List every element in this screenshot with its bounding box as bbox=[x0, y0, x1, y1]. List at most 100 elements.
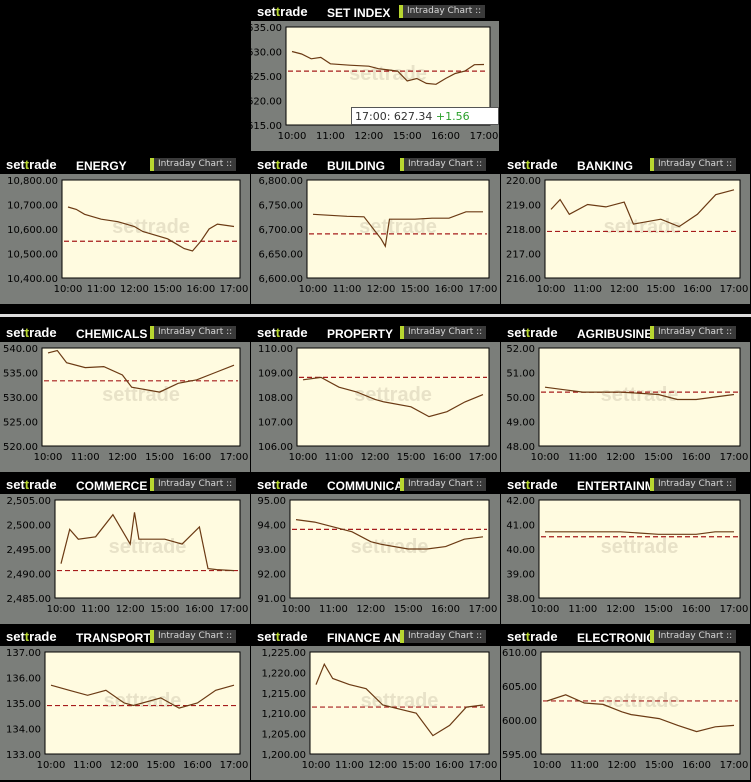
x-tick-label: 10:00 bbox=[533, 760, 562, 771]
sector-title: BANKING bbox=[577, 159, 633, 173]
sector-title: BUILDING bbox=[327, 159, 385, 173]
settrade-logo: settrade bbox=[6, 325, 57, 340]
y-tick-label: 136.00 bbox=[6, 674, 41, 685]
plot-area bbox=[540, 651, 741, 755]
panel-commerce: settrade COMMERCE Intraday Chart :: settrad… bbox=[0, 476, 250, 624]
x-tick-label: 10:00 bbox=[54, 284, 83, 295]
x-tick-label: 17:00 bbox=[469, 284, 498, 295]
x-tick-label: 12:00 bbox=[354, 131, 383, 142]
index-line bbox=[47, 349, 235, 393]
settrade-logo: settrade bbox=[257, 629, 308, 644]
y-tick-label: 1,225.00 bbox=[261, 648, 306, 659]
x-tick-label: 12:00 bbox=[610, 284, 639, 295]
intraday-chart-link[interactable]: Intraday Chart :: bbox=[650, 326, 737, 339]
y-tick-label: 610.00 bbox=[502, 648, 537, 659]
x-tick-label: 16:00 bbox=[433, 452, 462, 463]
settrade-logo: settrade bbox=[257, 157, 308, 172]
x-tick-label: 10:00 bbox=[282, 604, 311, 615]
y-tick-label: 2,485.00 bbox=[6, 594, 51, 605]
x-tick-label: 10:00 bbox=[531, 452, 560, 463]
y-tick-label: 41.00 bbox=[506, 521, 535, 532]
price-tooltip: 17:00: 627.34 +1.56 bbox=[351, 107, 499, 125]
x-tick-label: 12:00 bbox=[120, 284, 149, 295]
y-tick-label: 1,200.00 bbox=[261, 750, 306, 761]
y-tick-label: 10,500.00 bbox=[7, 250, 58, 261]
y-tick-label: 217.00 bbox=[506, 250, 541, 261]
intraday-chart-link[interactable]: Intraday Chart :: bbox=[399, 5, 486, 18]
index-line bbox=[50, 684, 235, 709]
panel-header: settrade ENERGY Intraday Chart :: bbox=[0, 156, 250, 174]
panel-header: settrade SET INDEX Intraday Chart :: bbox=[251, 3, 499, 21]
x-tick-label: 15:00 bbox=[150, 604, 179, 615]
y-tick-label: 10,800.00 bbox=[7, 176, 58, 187]
x-tick-label: 15:00 bbox=[153, 284, 182, 295]
intraday-chart-link[interactable]: Intraday Chart :: bbox=[400, 630, 487, 643]
y-tick-label: 93.00 bbox=[257, 545, 286, 556]
panel-banking: settrade BANKING Intraday Chart :: settrade… bbox=[501, 156, 750, 304]
plot-area bbox=[306, 179, 490, 279]
x-tick-label: 16:00 bbox=[682, 760, 711, 771]
x-tick-label: 12:00 bbox=[606, 452, 635, 463]
x-tick-label: 17:00 bbox=[720, 284, 749, 295]
y-tick-label: 95.00 bbox=[257, 496, 286, 507]
y-tick-label: 1,220.00 bbox=[261, 668, 306, 679]
panel-header: settrade ENTERTAINMENT Intraday Chart :: bbox=[501, 476, 750, 494]
x-tick-label: 15:00 bbox=[145, 452, 174, 463]
intraday-chart-link[interactable]: Intraday Chart :: bbox=[650, 158, 737, 171]
sector-title: ENERGY bbox=[76, 159, 127, 173]
watermark: settrade bbox=[601, 536, 679, 558]
y-tick-label: 40.00 bbox=[506, 545, 535, 556]
chart-transportation: settrade 133.00 134.00 135.00 136.00 137.00 10… bbox=[6, 648, 248, 771]
x-tick-label: 15:00 bbox=[402, 760, 431, 771]
settrade-logo: settrade bbox=[257, 477, 308, 492]
x-tick-label: 11:00 bbox=[81, 604, 110, 615]
index-line bbox=[544, 386, 735, 401]
logo-text: settrade bbox=[507, 157, 558, 172]
x-tick-label: 12:00 bbox=[607, 760, 636, 771]
intraday-chart-link[interactable]: Intraday Chart :: bbox=[650, 630, 737, 643]
y-tick-label: 1,210.00 bbox=[261, 709, 306, 720]
chart-agribusiness: settrade 48.00 49.00 50.00 51.00 52.00 10:00 11… bbox=[506, 344, 748, 463]
y-tick-label: 6,650.00 bbox=[258, 250, 303, 261]
x-tick-label: 16:00 bbox=[683, 284, 712, 295]
y-tick-label: 2,505.00 bbox=[6, 496, 51, 507]
plot-area bbox=[544, 179, 741, 279]
settrade-logo: settrade bbox=[507, 157, 558, 172]
index-line bbox=[550, 189, 735, 228]
plot-area bbox=[54, 499, 241, 599]
panel-header: settrade BANKING Intraday Chart :: bbox=[501, 156, 750, 174]
intraday-chart-link[interactable]: Intraday Chart :: bbox=[150, 326, 237, 339]
x-tick-label: 16:00 bbox=[185, 604, 214, 615]
intraday-chart-link[interactable]: Intraday Chart :: bbox=[650, 478, 737, 491]
x-tick-label: 11:00 bbox=[568, 452, 597, 463]
y-tick-label: 6,800.00 bbox=[258, 176, 303, 187]
plot-area bbox=[61, 179, 241, 279]
x-tick-label: 10:00 bbox=[302, 760, 331, 771]
intraday-chart-link[interactable]: Intraday Chart :: bbox=[400, 158, 487, 171]
intraday-chart-link[interactable]: Intraday Chart :: bbox=[150, 158, 237, 171]
x-tick-label: 12:00 bbox=[606, 604, 635, 615]
panel-chemicals: settrade CHEMICALS Intraday Chart :: settra… bbox=[0, 324, 250, 472]
y-tick-label: 109.00 bbox=[258, 369, 293, 380]
panel-building: settrade BUILDING Intraday Chart :: settrad… bbox=[251, 156, 500, 304]
logo-text: settrade bbox=[507, 477, 558, 492]
y-tick-label: 540.00 bbox=[3, 344, 38, 355]
y-tick-label: 135.00 bbox=[6, 699, 41, 710]
watermark: settrade bbox=[351, 536, 429, 558]
watermark: settrade bbox=[349, 63, 427, 85]
index-line bbox=[545, 531, 734, 535]
intraday-chart-link[interactable]: Intraday Chart :: bbox=[150, 478, 237, 491]
intraday-chart-link[interactable]: Intraday Chart :: bbox=[400, 326, 487, 339]
x-tick-label: 12:00 bbox=[356, 604, 385, 615]
sector-title: PROPERTY bbox=[327, 327, 394, 341]
index-line bbox=[60, 512, 235, 572]
plot-area bbox=[309, 651, 490, 755]
intraday-chart-link[interactable]: Intraday Chart :: bbox=[150, 630, 237, 643]
intraday-chart-link[interactable]: Intraday Chart :: bbox=[400, 478, 487, 491]
x-tick-label: 17:00 bbox=[469, 452, 498, 463]
panel-header: settrade COMMUNICATION Intraday Chart :: bbox=[251, 476, 500, 494]
x-tick-label: 10:00 bbox=[37, 760, 66, 771]
y-tick-label: 94.00 bbox=[257, 521, 286, 532]
tooltip-price: 627.34 bbox=[393, 110, 433, 123]
y-tick-label: 605.00 bbox=[502, 682, 537, 693]
